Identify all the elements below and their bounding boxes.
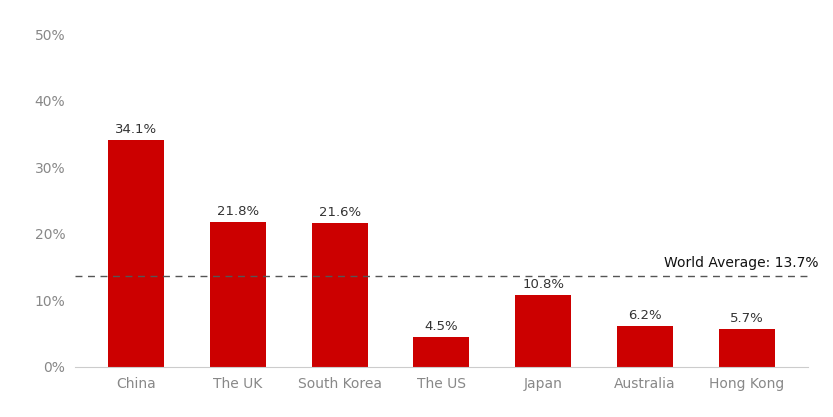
Bar bbox=[516, 295, 571, 367]
Bar bbox=[312, 223, 367, 367]
Bar bbox=[617, 326, 673, 367]
Bar bbox=[108, 140, 164, 367]
Bar bbox=[210, 222, 266, 367]
Bar bbox=[719, 329, 775, 367]
Text: 10.8%: 10.8% bbox=[522, 278, 564, 291]
Text: World Average: 13.7%: World Average: 13.7% bbox=[664, 256, 818, 270]
Text: 6.2%: 6.2% bbox=[628, 309, 662, 322]
Text: 4.5%: 4.5% bbox=[425, 320, 458, 333]
Text: 34.1%: 34.1% bbox=[115, 123, 157, 136]
Text: 21.8%: 21.8% bbox=[217, 205, 259, 218]
Text: 5.7%: 5.7% bbox=[730, 312, 764, 325]
Text: 21.6%: 21.6% bbox=[318, 206, 361, 219]
Bar bbox=[413, 337, 470, 367]
